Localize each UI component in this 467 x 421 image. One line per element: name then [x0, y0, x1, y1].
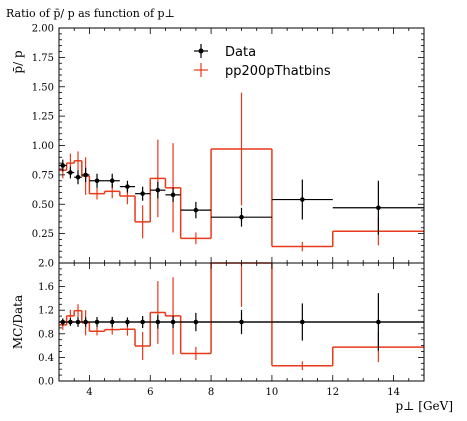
- data-point: [75, 174, 81, 180]
- y-axis-title-ratio: MC/Data: [11, 295, 25, 349]
- x-tick-label: 10: [266, 387, 279, 398]
- x-tick-label: 12: [326, 387, 339, 398]
- data-point: [125, 184, 130, 189]
- ratio-x-ticks: 4 6 8 10 12 14: [58, 263, 425, 398]
- data-point: [109, 178, 115, 184]
- legend: Data pp200pThatbins: [194, 44, 331, 79]
- legend-marker-data: [194, 44, 208, 58]
- ratio-panel: 0.0 0.4 0.8 1.2 1.6 2.0 4 6 8 10 12 14: [38, 259, 425, 398]
- ratio-data-point: [94, 319, 100, 325]
- data-point: [94, 178, 100, 184]
- main-y-tick-label: 0.50: [32, 200, 54, 211]
- main-y-tick-label: 2.00: [32, 24, 54, 35]
- data-point: [300, 197, 305, 202]
- main-y-tick-label: 1.00: [32, 141, 54, 152]
- legend-label-mc: pp200pThatbins: [225, 64, 331, 79]
- chart-title: Ratio of p̄/ p as function of p⊥: [6, 7, 175, 20]
- main-y-ticks: 0.25 0.50 0.75 1.00 1.25 1.50 1.75 2.00: [32, 24, 424, 264]
- main-y-tick-label: 0.75: [32, 170, 54, 181]
- ratio-data-point: [300, 319, 305, 325]
- x-tick-label: 6: [147, 387, 153, 398]
- data-point: [155, 187, 161, 193]
- data-point: [170, 192, 176, 198]
- ratio-data-point: [75, 319, 81, 325]
- data-point: [376, 205, 381, 211]
- ratio-y-tick-label: 0.4: [38, 353, 54, 364]
- main-y-tick-label: 1.25: [32, 112, 54, 123]
- ratio-data-point: [109, 319, 115, 325]
- data-point: [140, 191, 145, 196]
- ratio-y-tick-label: 0.8: [38, 329, 54, 340]
- ratio-data-point: [68, 319, 73, 325]
- ratio-y-tick-label: 1.6: [38, 282, 54, 293]
- ratio-data-point: [83, 319, 88, 325]
- ratio-y-tick-label: 1.2: [38, 306, 54, 317]
- ratio-data-point: [60, 319, 66, 325]
- x-tick-label: 14: [387, 387, 400, 398]
- y-axis-title-main: p̄/ p: [11, 50, 25, 74]
- ratio-y-ticks: 0.0 0.4 0.8 1.2 1.6 2.0: [38, 259, 424, 388]
- data-point: [239, 214, 244, 220]
- ratio-data-point: [155, 319, 161, 325]
- ratio-data-point: [193, 319, 199, 325]
- ratio-data-point: [140, 319, 145, 325]
- data-point: [83, 172, 88, 178]
- ratio-y-tick-label: 2.0: [38, 259, 54, 270]
- main-y-tick-label: 0.25: [32, 229, 54, 240]
- x-tick-label: 8: [208, 387, 214, 398]
- data-point: [68, 170, 73, 175]
- legend-label-data: Data: [225, 45, 256, 60]
- ratio-data-point: [125, 319, 130, 325]
- data-point: [193, 207, 199, 213]
- ratio-data-point: [170, 319, 176, 325]
- data-point: [60, 163, 66, 168]
- ratio-y-tick-label: 0.0: [38, 377, 54, 388]
- x-axis-title: p⊥ [GeV]: [396, 399, 454, 413]
- x-tick-label: 4: [86, 387, 92, 398]
- main-y-tick-label: 1.50: [32, 82, 54, 93]
- legend-marker-mc: [194, 63, 208, 77]
- main-y-tick-label: 1.75: [32, 53, 54, 64]
- ratio-data-point: [376, 319, 381, 325]
- ratio-data-point: [239, 319, 244, 325]
- ratio-plot-content: [59, 262, 424, 371]
- main-plot-content: [59, 92, 424, 252]
